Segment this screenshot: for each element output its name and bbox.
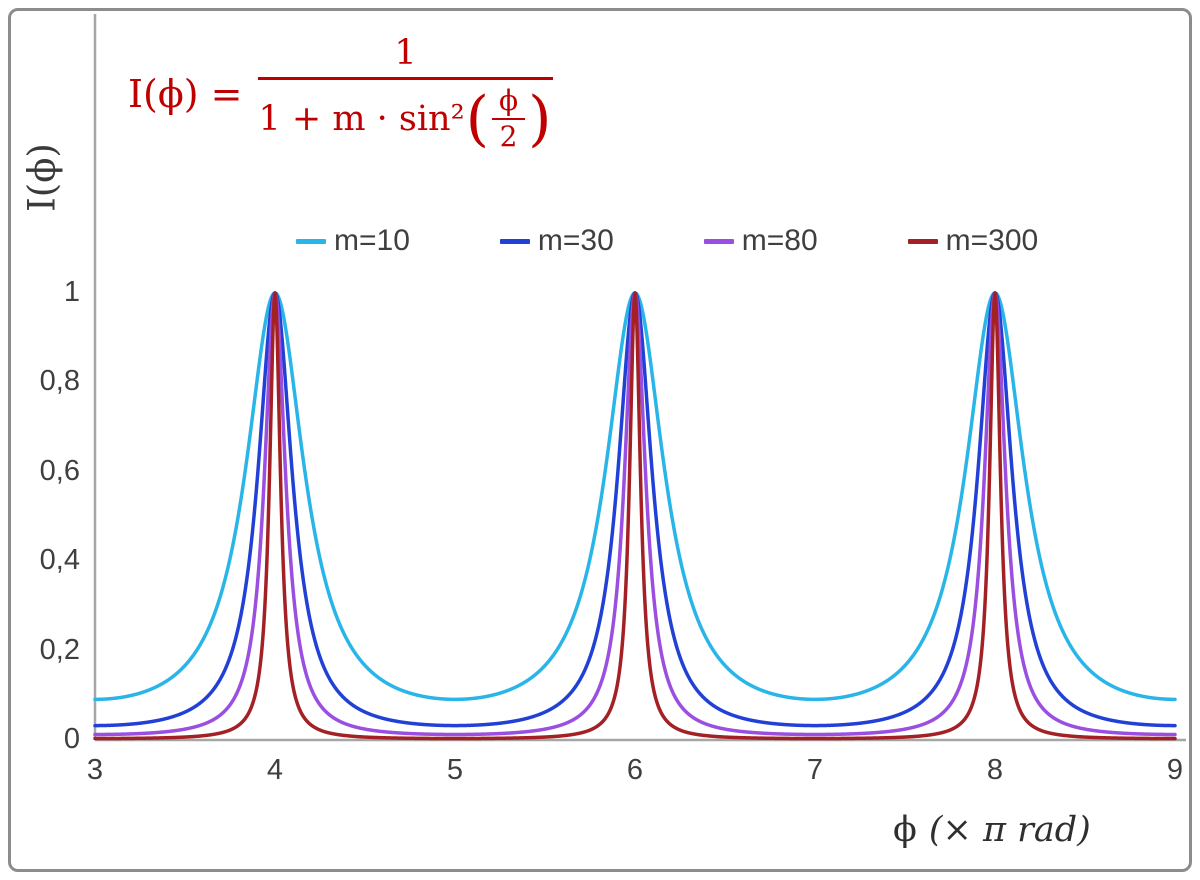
legend-swatch	[703, 238, 734, 244]
y-axis-title: I(ϕ)	[20, 143, 64, 212]
legend-item: m=30	[499, 224, 614, 258]
legend-swatch	[907, 238, 938, 244]
x-axis-title-phi: ϕ	[893, 810, 917, 850]
formula-denominator: 1 + m · sin² ( ϕ 2 )	[258, 80, 552, 151]
legend-item: m=10	[296, 224, 410, 258]
legend-label: m=10	[334, 224, 410, 257]
right-paren: )	[528, 83, 552, 154]
formula-inner-denominator: 2	[499, 120, 518, 153]
legend-swatch	[296, 238, 326, 244]
formula-lhs: I(ϕ) =	[128, 71, 243, 116]
curve-m=300	[93, 291, 1177, 741]
formula-numerator: 1	[258, 36, 553, 80]
x-axis-title-unit: (× π rad)	[928, 810, 1091, 850]
curve-m=30	[93, 291, 1177, 728]
x-axis-title: ϕ (× π rad)	[893, 810, 1091, 850]
legend-label: m=30	[537, 224, 614, 257]
curve-m=80	[93, 291, 1177, 737]
formula-inner-fraction: ϕ 2	[492, 87, 526, 153]
legend-label: m=80	[741, 224, 818, 257]
formula-inner-numerator: ϕ	[492, 87, 526, 120]
legend-label: m=300	[945, 224, 1039, 257]
legend-item: m=300	[907, 224, 1039, 258]
legend-item: m=80	[703, 224, 818, 258]
legend-swatch	[499, 238, 530, 244]
formula-fraction: 1 1 + m · sin² ( ϕ 2 )	[258, 36, 553, 151]
left-paren: (	[465, 83, 490, 154]
formula-denominator-prefix: 1 + m · sin²	[258, 98, 465, 139]
legend: m=10 m=30 m=80 m=300	[296, 224, 1038, 258]
formula: I(ϕ) = 1 1 + m · sin² ( ϕ 2 )	[128, 36, 553, 151]
